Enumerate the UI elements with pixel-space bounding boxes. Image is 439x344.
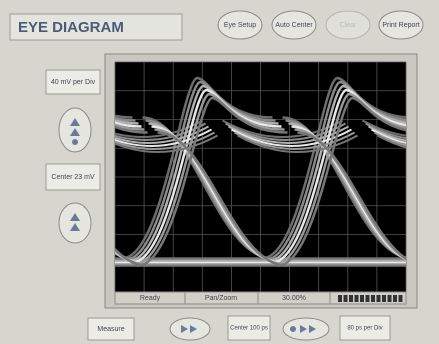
progress-cell bbox=[377, 295, 381, 302]
progress-cell bbox=[344, 295, 348, 302]
title: EYE DIAGRAM bbox=[18, 19, 124, 36]
button-label: Clear bbox=[340, 22, 357, 29]
progress-cell bbox=[338, 295, 342, 302]
button-label: Eye Setup bbox=[224, 22, 256, 29]
progress-cell bbox=[355, 295, 359, 302]
progress-cell bbox=[388, 295, 392, 302]
progress-cell bbox=[371, 295, 375, 302]
dot-icon bbox=[290, 326, 296, 332]
dot-icon bbox=[72, 139, 78, 145]
progress-cell bbox=[393, 295, 397, 302]
button-label: Auto Center bbox=[275, 22, 313, 29]
progress-cell bbox=[399, 295, 403, 302]
measure: Measure bbox=[97, 326, 124, 333]
horizontal-center: Center 100 ps bbox=[230, 326, 268, 332]
progress-cell bbox=[366, 295, 370, 302]
button-label: Print Report bbox=[382, 22, 419, 29]
progress-cell bbox=[349, 295, 353, 302]
progress-cell bbox=[382, 295, 386, 302]
status-text: Pan/Zoom bbox=[205, 295, 237, 302]
status-text: 30.00% bbox=[282, 295, 306, 302]
instrument-panel: EYE DIAGRAM Eye Setup Auto Center Clear … bbox=[0, 0, 439, 344]
vertical-scale: 40 mV per Div bbox=[51, 79, 96, 86]
vertical-center: Center 23 mV bbox=[51, 174, 95, 181]
horizontal-scale: 80 ps per Div bbox=[347, 326, 382, 332]
status-text: Ready bbox=[140, 295, 161, 302]
progress-cell bbox=[360, 295, 364, 302]
